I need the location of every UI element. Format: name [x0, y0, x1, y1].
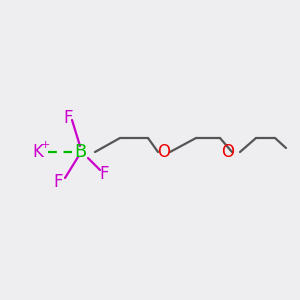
Text: K: K	[33, 143, 44, 161]
Text: F: F	[63, 109, 73, 127]
Text: F: F	[99, 165, 109, 183]
Text: +: +	[40, 140, 50, 150]
Text: O: O	[221, 143, 235, 161]
Text: F: F	[53, 173, 63, 191]
Text: O: O	[158, 143, 170, 161]
Text: B: B	[74, 143, 86, 161]
